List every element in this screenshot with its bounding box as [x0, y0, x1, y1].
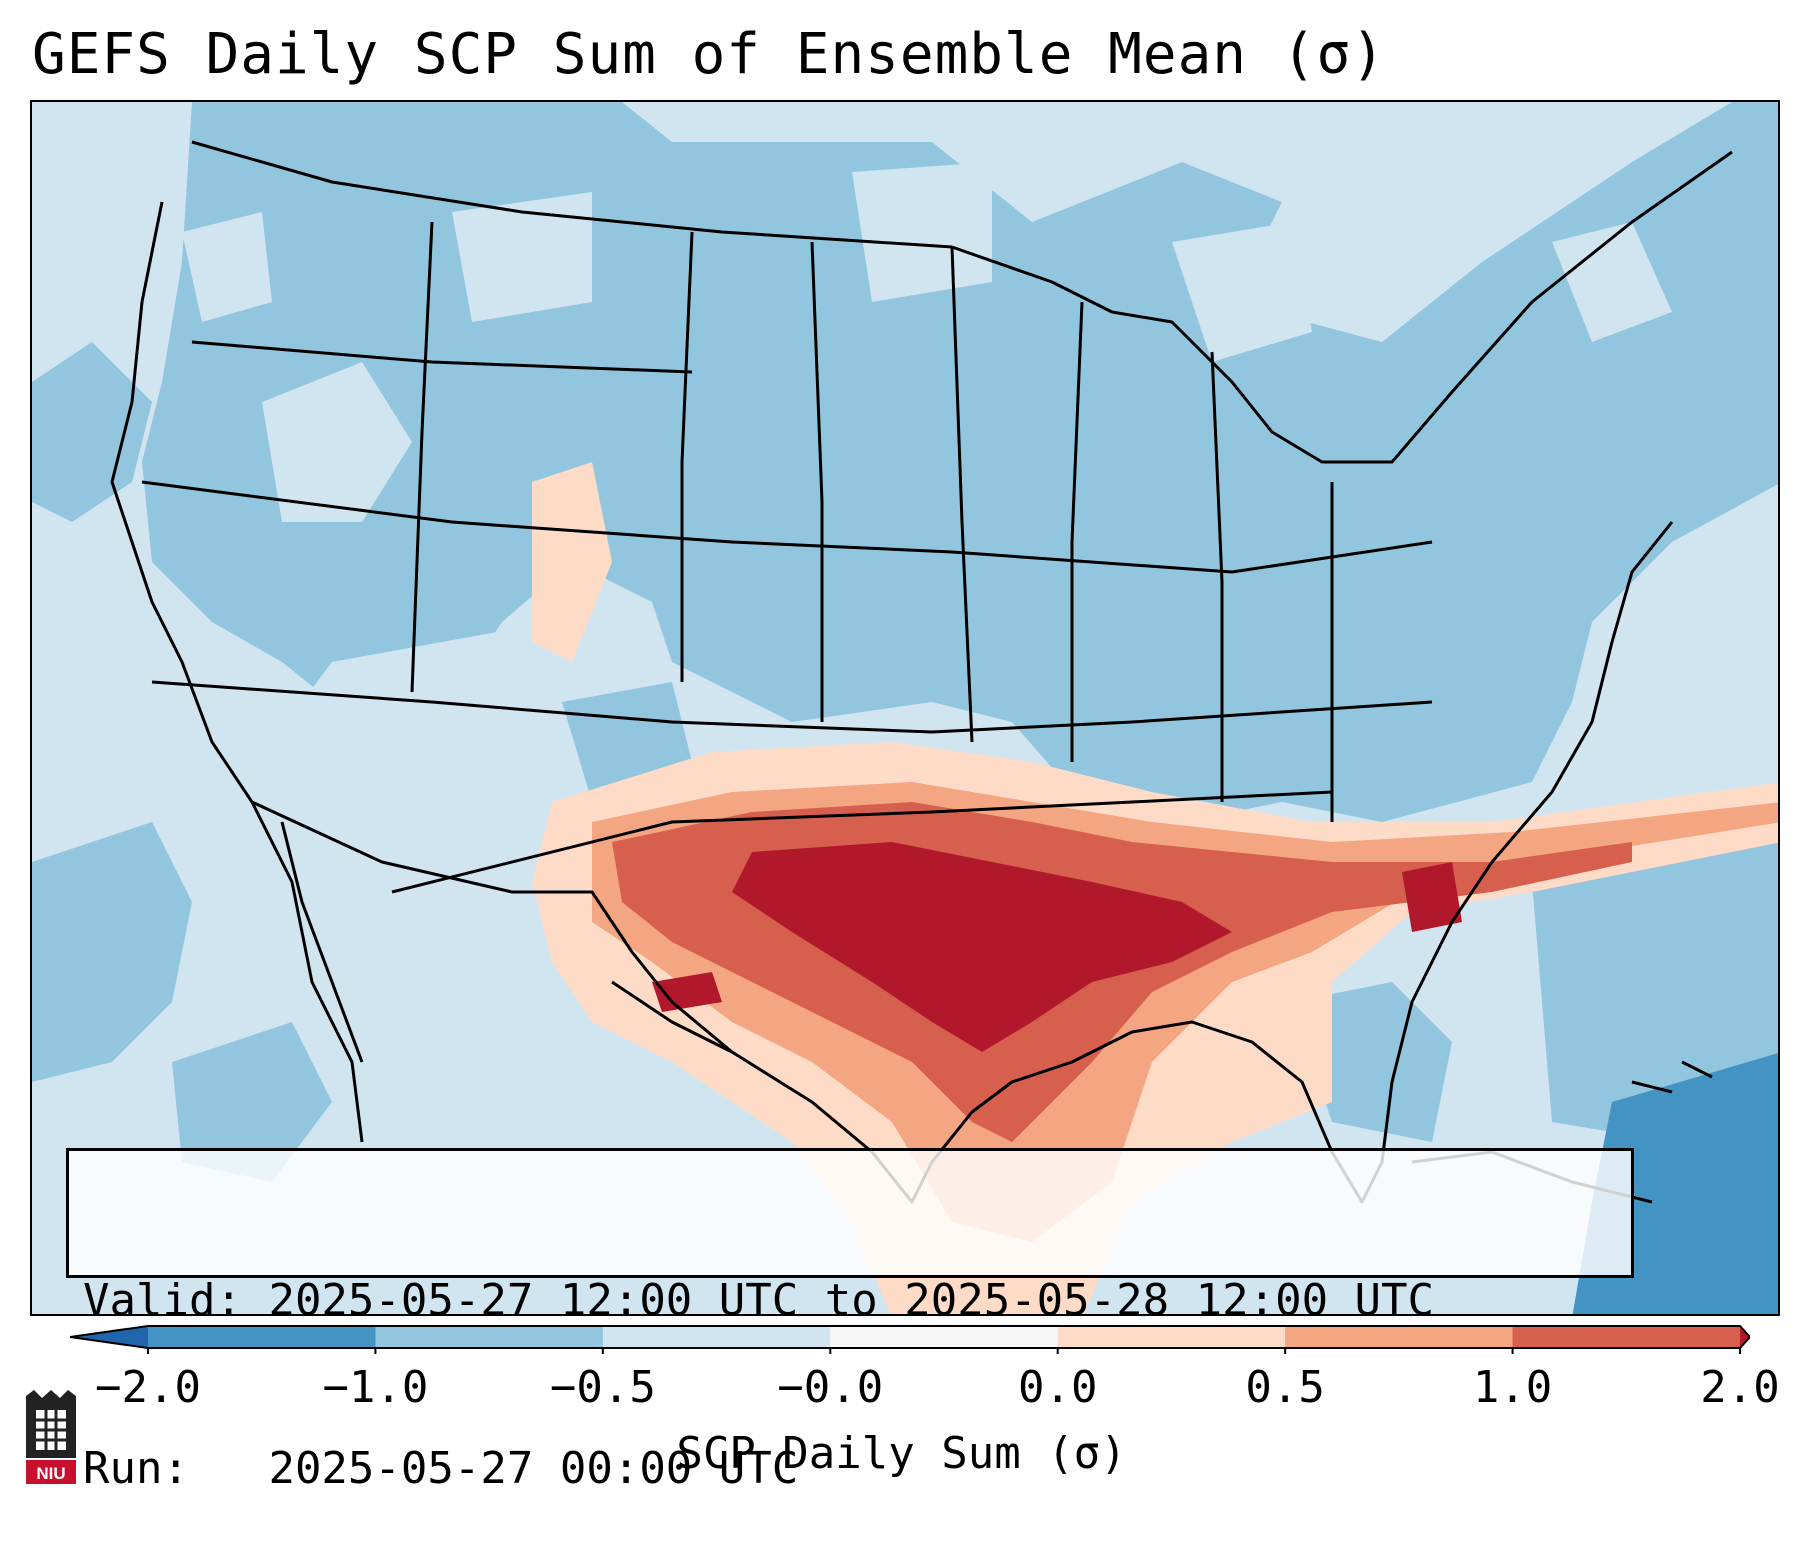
- mexico-border: [251, 800, 733, 1054]
- colorbar-bin: [375, 1326, 604, 1348]
- colorbar-tick-label: −0.5: [549, 1362, 656, 1413]
- colorbar-label: SCP Daily Sum (σ): [676, 1428, 1127, 1479]
- colorbar-bin: [1057, 1326, 1286, 1348]
- colorbar-bin: [1285, 1326, 1514, 1348]
- colorbar-bin: [148, 1326, 376, 1348]
- run-label: Run:: [83, 1443, 189, 1494]
- colorbar-bin: [1512, 1326, 1741, 1348]
- canada-border: [191, 140, 953, 249]
- colorbar-tick-label: −0.0: [777, 1362, 884, 1413]
- map-title: GEFS Daily SCP Sum of Ensemble Mean (σ): [32, 22, 1386, 87]
- boundary-lines: [110, 140, 1733, 1204]
- colorbar-bin: [602, 1326, 831, 1348]
- great-lakes: [951, 150, 1733, 464]
- field-pos-max: [652, 842, 1462, 1052]
- valid-label: Valid:: [83, 1275, 242, 1326]
- state-lines-horizontal: [141, 340, 1433, 894]
- run-value: 2025-05-27 00:00 UTC: [268, 1443, 799, 1494]
- colorbar-tick-label: −2.0: [95, 1362, 201, 1413]
- valid-value: 2025-05-27 12:00 UTC to 2025-05-28 12:00…: [268, 1275, 1435, 1326]
- validity-info-box: Valid: 2025-05-27 12:00 UTC to 2025-05-2…: [66, 1148, 1634, 1494]
- colorbar-extend-high: [1740, 1326, 1750, 1348]
- state-lines-vertical: [410, 221, 1334, 822]
- colorbar-extend-low: [70, 1326, 148, 1348]
- colorbar-tick-label: 0.0: [1017, 1362, 1098, 1413]
- logo-text: NIU: [36, 1464, 65, 1483]
- colorbar-tick-label: −1.0: [322, 1362, 429, 1413]
- field-neg-weak-patches: [182, 162, 1672, 862]
- niu-logo-icon: NIU: [26, 1390, 76, 1484]
- baja-coast: [280, 821, 364, 1063]
- map-panel: [30, 100, 1780, 1316]
- colorbar-tick-label: 2.0: [1700, 1362, 1780, 1413]
- colorbar: [70, 1325, 1750, 1354]
- valid-row: Valid: 2025-05-27 12:00 UTC to 2025-05-2…: [83, 1273, 1617, 1329]
- coastline-west: [110, 201, 364, 1143]
- scp-field-map: [32, 102, 1778, 1314]
- colorbar-bin: [830, 1326, 1059, 1348]
- colorbar-tick-label: 0.5: [1245, 1362, 1325, 1413]
- run-row: Run: 2025-05-27 00:00 UTC: [83, 1441, 1617, 1497]
- colorbar-tick-label: 1.0: [1472, 1362, 1553, 1413]
